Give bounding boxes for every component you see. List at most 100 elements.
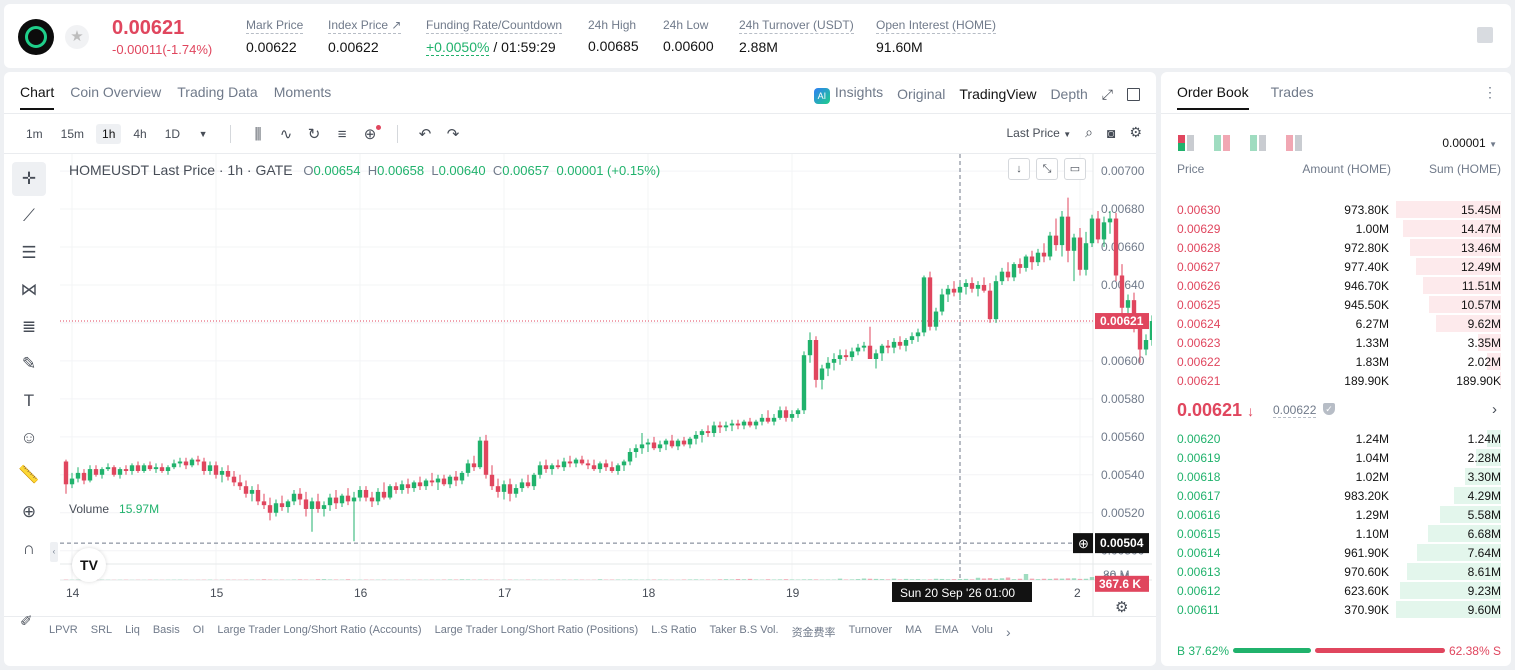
bid-row[interactable]: 0.00616 1.29M 5.58M bbox=[1161, 505, 1511, 524]
crosshair-icon[interactable]: ✛ bbox=[12, 162, 46, 196]
timeframe-1m[interactable]: 1m bbox=[26, 127, 43, 141]
indicator-item[interactable]: LPVR bbox=[49, 624, 78, 636]
funding-rate-value[interactable]: +0.0050% bbox=[426, 39, 490, 56]
indicator-item[interactable]: EMA bbox=[934, 624, 959, 636]
expand-icon[interactable]: ⤢ bbox=[1101, 85, 1113, 102]
view-bids-icon[interactable] bbox=[1250, 135, 1266, 151]
arrow-down-icon[interactable]: ↓ bbox=[1008, 158, 1030, 180]
indicator-item[interactable]: L.S Ratio bbox=[651, 624, 697, 636]
brush-icon[interactable]: ✎ bbox=[21, 354, 37, 373]
view-asks-icon[interactable] bbox=[1286, 135, 1302, 151]
stat-label[interactable]: 24h Turnover (USDT) bbox=[739, 18, 854, 34]
bid-row[interactable]: 0.00617 983.20K 4.29M bbox=[1161, 486, 1511, 505]
ask-row[interactable]: 0.00625 945.50K 10.57M bbox=[1161, 295, 1511, 314]
redo-icon[interactable]: ↷ bbox=[446, 126, 460, 143]
tab-tradingview[interactable]: TradingView bbox=[959, 86, 1037, 102]
indicator-item[interactable]: Turnover bbox=[848, 624, 893, 636]
bid-row[interactable]: 0.00613 970.60K 8.61M bbox=[1161, 562, 1511, 581]
bid-row[interactable]: 0.00620 1.24M 1.24M bbox=[1161, 429, 1511, 448]
horizontal-lines-icon[interactable]: ☰ bbox=[21, 243, 37, 262]
zoom-in-icon[interactable]: ⊕ bbox=[21, 502, 37, 521]
trend-line-icon[interactable]: ⟋ bbox=[23, 206, 35, 225]
bid-row[interactable]: 0.00618 1.02M 3.30M bbox=[1161, 467, 1511, 486]
guide-book-icon[interactable] bbox=[1477, 27, 1493, 43]
tab-depth[interactable]: Depth bbox=[1050, 86, 1088, 102]
more-menu-icon[interactable]: ⋮ bbox=[1483, 84, 1497, 100]
ask-row[interactable]: 0.00624 6.27M 9.62M bbox=[1161, 314, 1511, 333]
ask-row[interactable]: 0.00621 189.90K 189.90K bbox=[1161, 371, 1511, 390]
stat-label[interactable]: Open Interest (HOME) bbox=[876, 18, 997, 34]
indicator-item[interactable]: OI bbox=[192, 624, 205, 636]
indicator-item[interactable]: Volu bbox=[971, 624, 993, 636]
text-icon[interactable]: T bbox=[23, 391, 35, 410]
camera-icon[interactable]: ◙ bbox=[1106, 124, 1116, 141]
bid-row[interactable]: 0.00614 961.90K 7.64M bbox=[1161, 543, 1511, 562]
indicators-icon[interactable]: ∿ bbox=[279, 126, 293, 143]
fit-icon[interactable]: ▭ bbox=[1064, 158, 1086, 180]
ask-row[interactable]: 0.00630 973.80K 15.45M bbox=[1161, 200, 1511, 219]
stat-label[interactable]: Funding Rate/Countdown bbox=[426, 18, 563, 34]
emoji-icon[interactable]: ☺ bbox=[20, 428, 38, 447]
settings-gear-icon[interactable]: ⚙ bbox=[1129, 124, 1142, 140]
stat-label[interactable]: Mark Price bbox=[246, 18, 304, 34]
tab-trades[interactable]: Trades bbox=[1270, 84, 1314, 100]
tradingview-logo[interactable]: TV bbox=[72, 548, 106, 582]
view-both-icon[interactable] bbox=[1178, 135, 1194, 151]
view-both-alt-icon[interactable] bbox=[1214, 135, 1230, 151]
indicator-item[interactable]: Basis bbox=[152, 624, 180, 636]
price-type-select[interactable]: Last Price ▼ bbox=[1007, 126, 1072, 140]
timeframe-1d[interactable]: 1D bbox=[164, 127, 181, 141]
candle-body bbox=[807, 340, 813, 356]
bid-row[interactable]: 0.00612 623.60K 9.23M bbox=[1161, 581, 1511, 600]
fib-icon[interactable]: ≣ bbox=[21, 317, 37, 336]
pattern-icon[interactable]: ⋈ bbox=[20, 280, 38, 299]
bid-row[interactable]: 0.00619 1.04M 2.28M bbox=[1161, 448, 1511, 467]
indicator-item[interactable]: Liq bbox=[125, 624, 140, 636]
timeframe-15m[interactable]: 15m bbox=[60, 127, 85, 141]
draw-pencil-icon[interactable]: ✐ bbox=[20, 613, 33, 630]
tab-coin-overview[interactable]: Coin Overview bbox=[70, 84, 162, 100]
ask-row[interactable]: 0.00623 1.33M 3.35M bbox=[1161, 333, 1511, 352]
tab-trading-data[interactable]: Trading Data bbox=[177, 84, 258, 100]
ask-row[interactable]: 0.00622 1.83M 2.02M bbox=[1161, 352, 1511, 371]
tab-insights[interactable]: AI Insights bbox=[813, 84, 883, 104]
tick-size-select[interactable]: 0.00001 ▼ bbox=[1442, 136, 1497, 150]
indicator-item[interactable]: 资金费率 bbox=[791, 627, 836, 639]
templates-icon[interactable]: ≡ bbox=[337, 125, 347, 143]
tab-chart[interactable]: Chart bbox=[20, 84, 55, 110]
ask-row[interactable]: 0.00626 946.70K 11.51M bbox=[1161, 276, 1511, 295]
star-icon[interactable]: ★ bbox=[65, 25, 89, 49]
bid-row[interactable]: 0.00615 1.10M 6.68M bbox=[1161, 524, 1511, 543]
collapse-icon[interactable]: ⤡ bbox=[1036, 158, 1058, 180]
indicator-item[interactable]: Large Trader Long/Short Ratio (Accounts) bbox=[217, 624, 422, 636]
tab-order-book[interactable]: Order Book bbox=[1177, 84, 1249, 110]
indicator-more-icon[interactable]: › bbox=[1005, 624, 1011, 640]
ask-row[interactable]: 0.00629 1.00M 14.47M bbox=[1161, 219, 1511, 238]
mid-mark-price[interactable]: 0.00622 bbox=[1273, 403, 1317, 418]
stat-label[interactable]: Index Price ↗ bbox=[328, 18, 402, 34]
indicator-item[interactable]: MA bbox=[905, 624, 922, 636]
timeframe-4h[interactable]: 4h bbox=[133, 127, 147, 141]
chevron-right-icon[interactable]: › bbox=[1492, 401, 1497, 418]
replay-icon[interactable]: ↻ bbox=[307, 126, 321, 143]
indicator-item[interactable]: Large Trader Long/Short Ratio (Positions… bbox=[434, 624, 639, 636]
candlestick-chart[interactable]: 0.007000.006800.006600.006400.006200.006… bbox=[60, 154, 1152, 616]
magnet-icon[interactable]: ∩ bbox=[22, 539, 36, 558]
tab-original[interactable]: Original bbox=[897, 86, 946, 102]
timeframe-1h[interactable]: 1h bbox=[96, 124, 122, 144]
collapse-toolbar-icon[interactable]: ‹ bbox=[50, 542, 58, 562]
indicator-item[interactable]: SRL bbox=[90, 624, 113, 636]
ask-row[interactable]: 0.00627 977.40K 12.49M bbox=[1161, 257, 1511, 276]
window-icon[interactable] bbox=[1127, 87, 1140, 101]
tab-moments[interactable]: Moments bbox=[273, 84, 332, 100]
indicator-item[interactable]: Taker B.S Vol. bbox=[709, 624, 779, 636]
candle-type-icon[interactable]: ⫼ bbox=[254, 125, 262, 143]
add-indicator-icon[interactable]: ⊕ bbox=[359, 125, 382, 143]
search-icon[interactable]: ⌕ bbox=[1085, 124, 1093, 140]
undo-icon[interactable]: ↶ bbox=[418, 126, 432, 143]
bid-row[interactable]: 0.00611 370.90K 9.60M bbox=[1161, 600, 1511, 619]
chart-settings-icon[interactable]: ⚙ bbox=[1115, 599, 1129, 616]
ruler-icon[interactable]: 📏 bbox=[18, 465, 40, 484]
timeframe-dropdown-icon[interactable]: ▼ bbox=[198, 129, 208, 139]
ask-row[interactable]: 0.00628 972.80K 13.46M bbox=[1161, 238, 1511, 257]
